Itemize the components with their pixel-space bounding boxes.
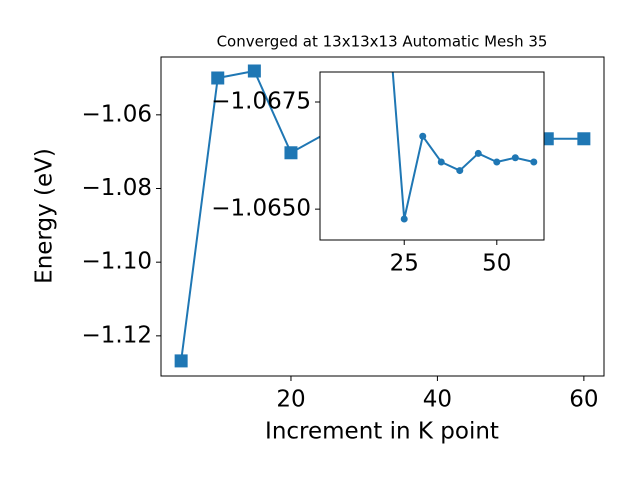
y-tick-label: −1.0675 xyxy=(211,89,311,115)
data-point xyxy=(174,354,188,368)
data-point xyxy=(493,158,501,166)
data-point xyxy=(247,64,261,78)
y-tick-label: −1.10 xyxy=(82,249,152,275)
chart-title: Converged at 13x13x13 Automatic Mesh 35 xyxy=(217,33,548,51)
y-tick-label: −1.12 xyxy=(82,322,152,348)
y-tick-label: −1.08 xyxy=(82,175,152,201)
data-point xyxy=(400,215,408,223)
data-point xyxy=(284,146,298,160)
data-point xyxy=(211,71,225,85)
data-point xyxy=(474,149,482,157)
y-tick-label: −1.06 xyxy=(82,101,152,127)
data-point xyxy=(530,158,538,166)
series-group xyxy=(391,72,538,223)
plot-area xyxy=(320,72,544,240)
x-tick-label: 60 xyxy=(569,387,598,413)
x-tick-label: 20 xyxy=(276,387,305,413)
plot-frame xyxy=(160,56,605,377)
data-point xyxy=(577,132,591,146)
data-point xyxy=(437,158,445,166)
data-point xyxy=(419,132,427,140)
y-axis-label: Energy (eV) xyxy=(32,148,58,284)
x-tick-label: 50 xyxy=(482,251,511,277)
data-point xyxy=(511,154,519,162)
y-tick-label: −1.0650 xyxy=(211,196,311,222)
data-point xyxy=(456,167,464,175)
x-axis-label: Increment in K point xyxy=(265,419,499,445)
plot-frame xyxy=(319,71,545,241)
x-tick-label: 40 xyxy=(423,387,452,413)
x-tick-label: 25 xyxy=(390,251,419,277)
